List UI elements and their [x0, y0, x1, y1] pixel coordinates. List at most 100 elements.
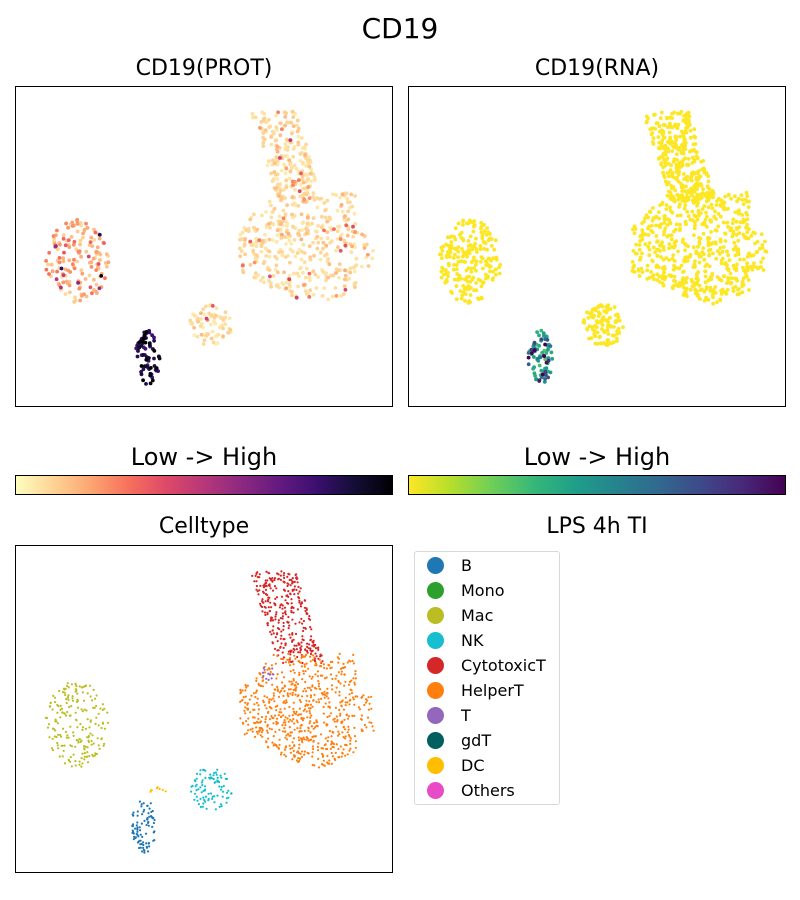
- scatter-point: [278, 738, 281, 741]
- scatter-point: [134, 827, 137, 830]
- scatter-point: [675, 158, 679, 162]
- scatter-point: [87, 273, 92, 278]
- scatter-point: [46, 262, 50, 267]
- scatter-point: [316, 224, 321, 228]
- scatter-point: [372, 729, 375, 732]
- scatter-point: [261, 144, 266, 148]
- scatter-point: [669, 237, 674, 242]
- scatter-point: [706, 205, 711, 210]
- scatter-point: [480, 233, 485, 238]
- scatter-point: [275, 162, 280, 167]
- scatter-point: [281, 730, 284, 733]
- scatter-point: [295, 573, 298, 576]
- scatter-point: [287, 695, 290, 698]
- scatter-point: [132, 830, 135, 834]
- scatter-point: [223, 310, 228, 315]
- scatter-point: [660, 240, 664, 245]
- scatter-point: [301, 180, 306, 185]
- scatter-point: [445, 255, 449, 259]
- scatter-point: [95, 752, 98, 756]
- scatter-point: [327, 736, 330, 739]
- scatter-point: [282, 270, 286, 275]
- scatter-point: [338, 237, 343, 242]
- scatter-point: [305, 690, 308, 693]
- scatter-point: [446, 271, 450, 275]
- scatter-point: [84, 249, 89, 254]
- scatter-point: [344, 737, 347, 740]
- scatter-point: [48, 736, 51, 739]
- scatter-point: [57, 705, 60, 708]
- scatter-point: [90, 743, 93, 746]
- scatter-point: [289, 747, 292, 750]
- scatter-point: [707, 264, 712, 269]
- scatter-point: [309, 652, 313, 656]
- scatter-point: [745, 261, 749, 265]
- scatter-point: [325, 198, 330, 203]
- scatter-point: [311, 644, 314, 647]
- scatter-point: [93, 230, 98, 235]
- scatter-point: [201, 805, 204, 808]
- scatter-point: [729, 226, 733, 231]
- scatter-point: [304, 142, 308, 147]
- scatter-point: [265, 677, 268, 680]
- scatter-point: [662, 221, 667, 225]
- legend-label: HelperT: [461, 681, 524, 700]
- scatter-point: [526, 355, 531, 360]
- scatter-point: [275, 677, 278, 680]
- scatter-point: [87, 739, 90, 742]
- scatter-point: [727, 258, 732, 262]
- scatter-point: [352, 751, 355, 754]
- scatter-point: [156, 786, 159, 789]
- scatter-point: [265, 585, 268, 588]
- scatter-point: [79, 268, 84, 272]
- scatter-point: [310, 738, 313, 741]
- scatter-point: [292, 754, 296, 757]
- scatter-point: [289, 688, 292, 691]
- scatter-point: [273, 700, 276, 703]
- scatter-point: [656, 265, 661, 270]
- scatter-point: [67, 258, 72, 263]
- scatter-point: [305, 266, 309, 271]
- scatter-point: [672, 175, 676, 180]
- legend-label: Others: [461, 781, 515, 800]
- scatter-point: [284, 721, 287, 724]
- scatter-point: [88, 285, 93, 290]
- scatter-point: [605, 318, 610, 322]
- scatter-point: [726, 192, 731, 197]
- scatter-point: [318, 658, 321, 661]
- scatter-point: [288, 633, 291, 636]
- scatter-point: [479, 220, 484, 225]
- scatter-point: [296, 140, 301, 145]
- scatter-point: [88, 755, 91, 758]
- scatter-point: [149, 790, 152, 793]
- scatter-point: [353, 221, 358, 226]
- scatter-point: [349, 737, 352, 740]
- scatter-point: [318, 701, 321, 704]
- scatter-point: [190, 790, 193, 793]
- scatter-point: [284, 185, 289, 190]
- scatter-point: [90, 291, 94, 296]
- panel-title-prot: CD19(PROT): [135, 56, 273, 81]
- scatter-point: [595, 342, 600, 346]
- scatter-point: [287, 176, 292, 181]
- scatter-point: [135, 354, 140, 359]
- scatter-point: [543, 342, 547, 347]
- scatter-point: [685, 189, 690, 194]
- scatter-point: [257, 238, 262, 243]
- scatter-point: [679, 164, 684, 169]
- scatter-point: [279, 168, 284, 173]
- scatter-point: [257, 708, 260, 711]
- scatter-point: [670, 245, 674, 249]
- scatter-point: [283, 719, 286, 722]
- scatter-point: [89, 265, 94, 269]
- scatter-point: [532, 365, 536, 370]
- scatter-point: [281, 282, 286, 287]
- scatter-point: [637, 243, 642, 247]
- scatter-point: [342, 662, 345, 665]
- scatter-point: [269, 587, 272, 590]
- scatter-point: [479, 284, 484, 289]
- scatter-point: [325, 667, 328, 670]
- scatter-point: [287, 238, 292, 243]
- scatter-point: [368, 702, 371, 705]
- scatter-point: [456, 255, 460, 259]
